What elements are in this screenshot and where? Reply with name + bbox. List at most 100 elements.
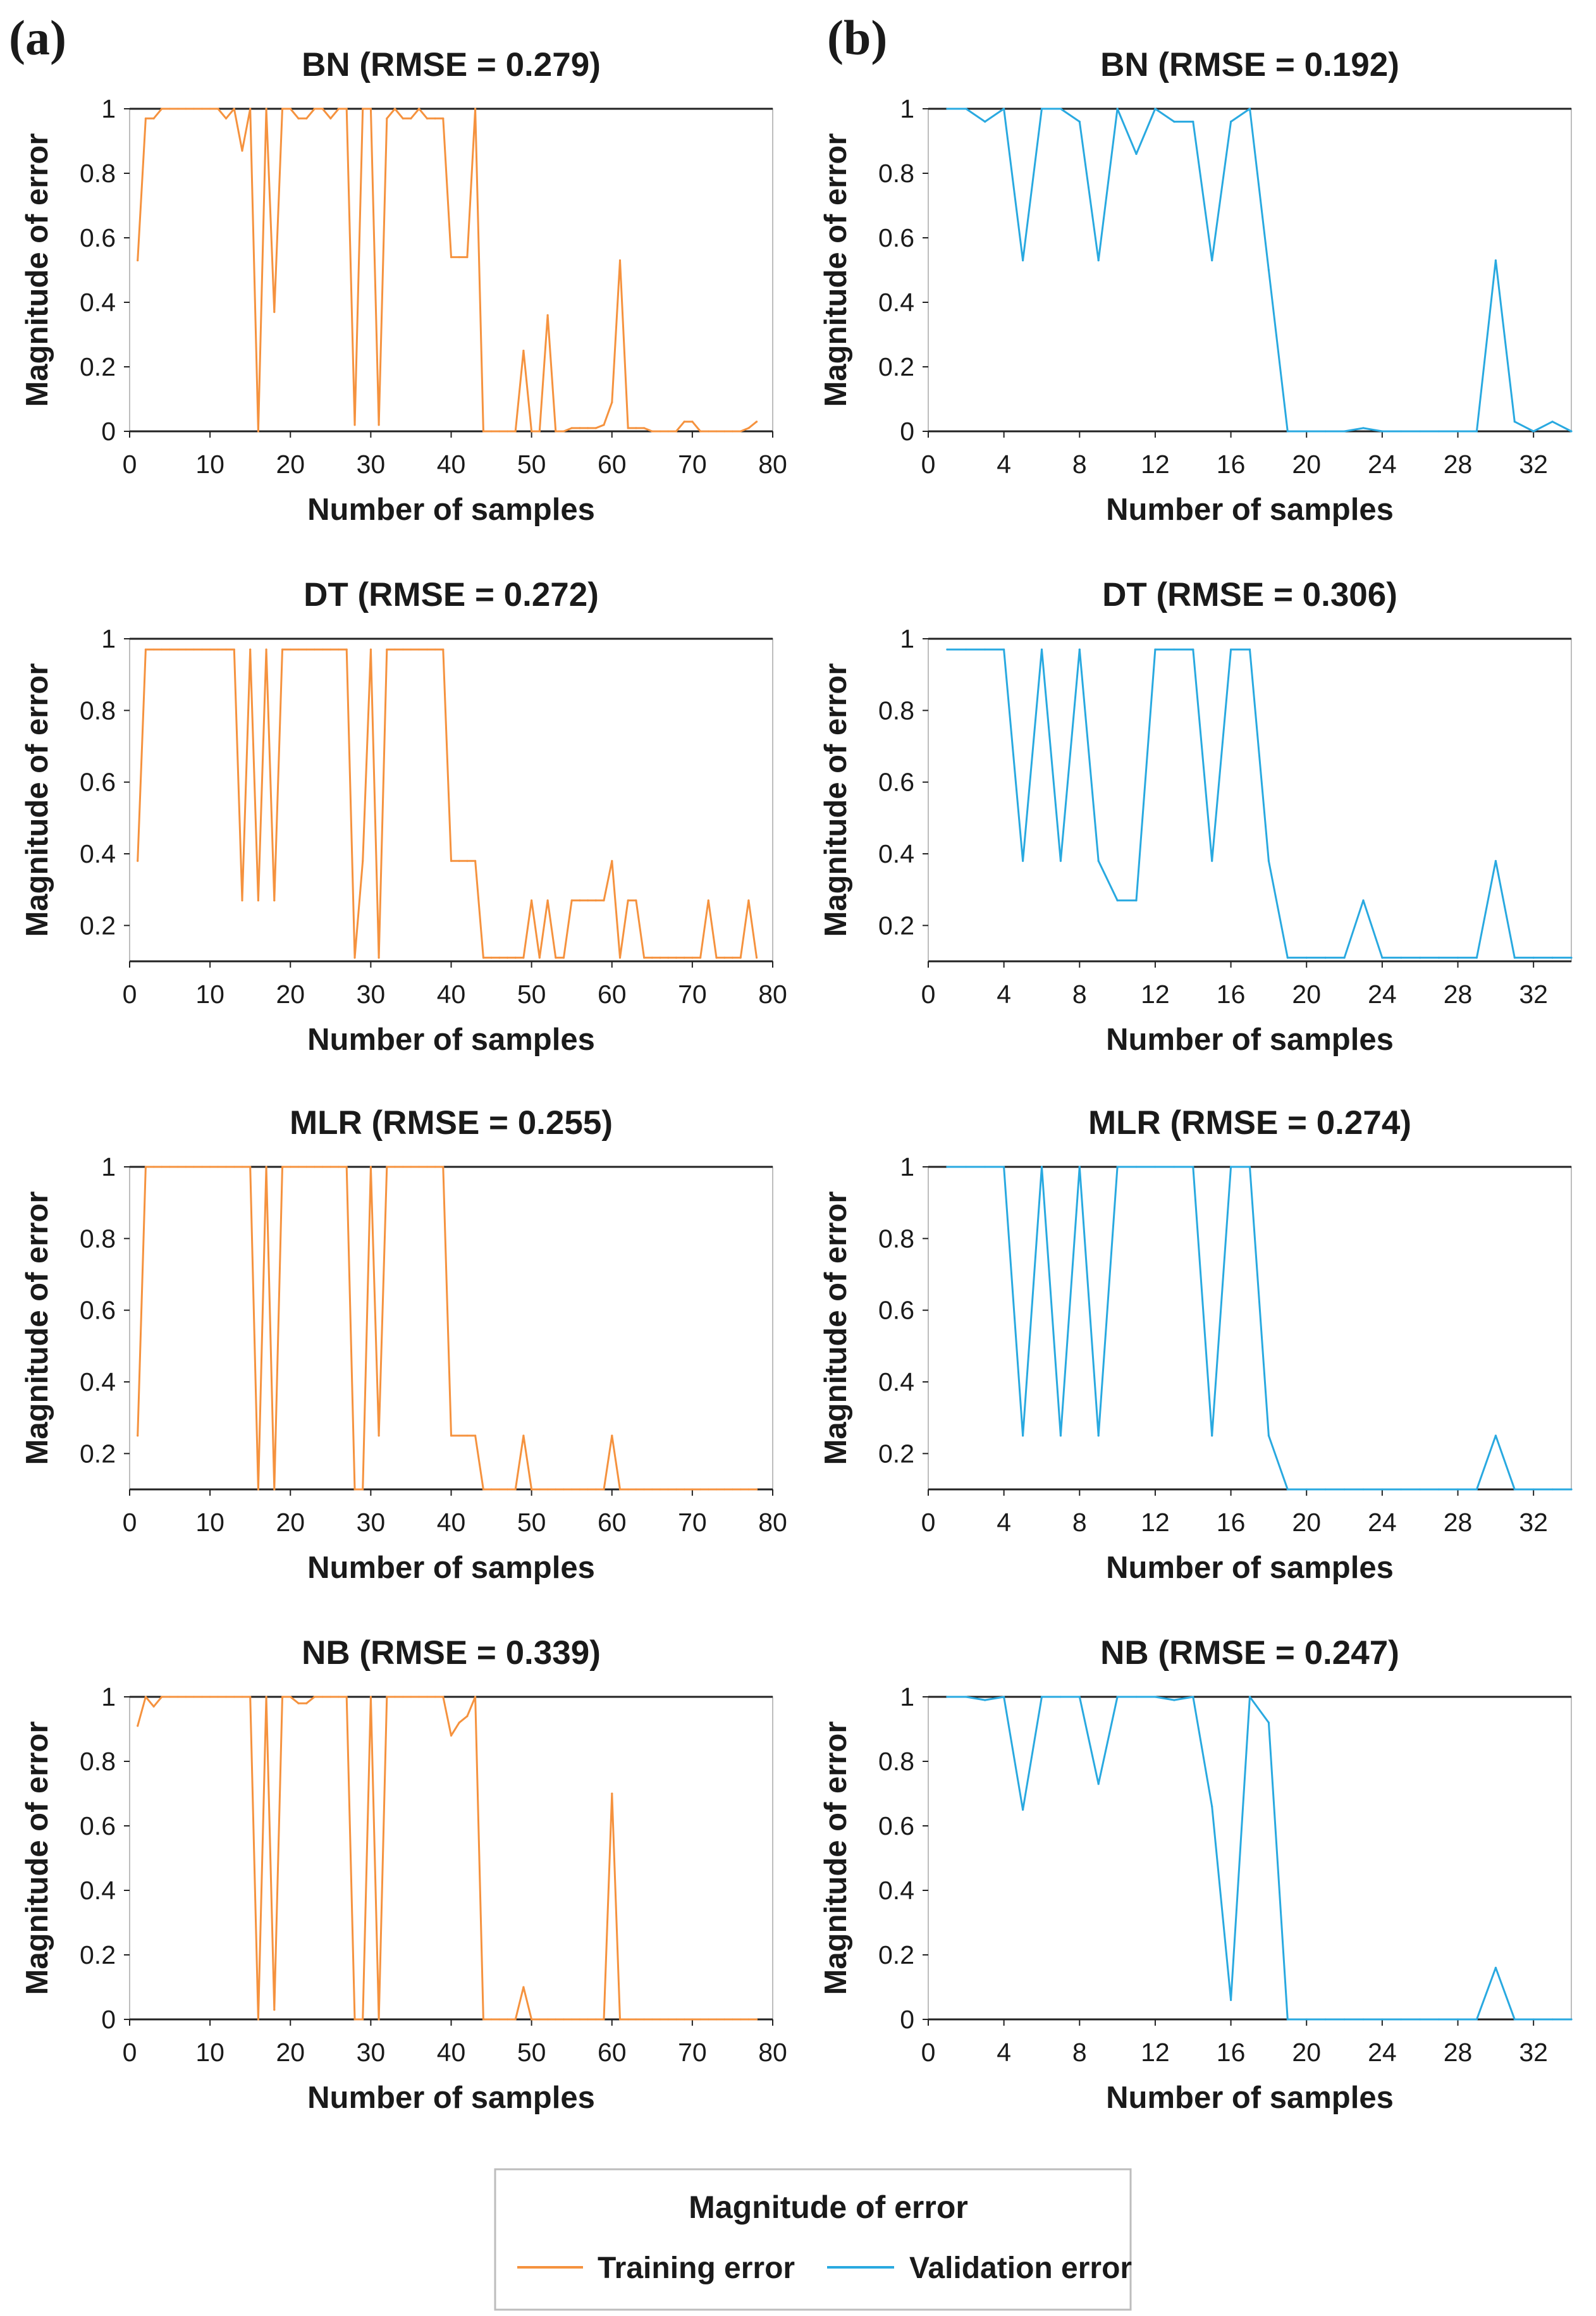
chart-b-1-data-point xyxy=(1211,859,1213,862)
chart-a-0-data-point xyxy=(739,430,742,433)
chart-a-1-data-point xyxy=(546,899,549,902)
chart-a-3-data-point xyxy=(185,1696,187,1698)
chart-a-2-data-point xyxy=(393,1166,396,1168)
chart-a-1-ytick-label: 0.2 xyxy=(80,911,116,940)
chart-a-3-data-point xyxy=(233,1696,235,1698)
chart-a-2-data-point xyxy=(466,1434,469,1437)
chart-b-2-data-point xyxy=(1078,1166,1081,1168)
chart-a-0-xtick-label: 60 xyxy=(598,450,627,479)
chart-a-2-data-point xyxy=(265,1166,267,1168)
chart-a-2-data-point xyxy=(531,1488,533,1491)
chart-a-3-data-point xyxy=(200,1696,203,1698)
chart-b-3-data-point xyxy=(1154,1696,1157,1698)
chart-b-0-ytick-label: 0 xyxy=(900,417,914,446)
chart-a-3-data-point xyxy=(450,1734,453,1737)
chart-b-0-data-point xyxy=(1400,430,1403,433)
chart-b-3-ytick-label: 0.4 xyxy=(878,1876,914,1905)
chart-b-3-data-point xyxy=(1400,2018,1403,2021)
chart-a-1-data-point xyxy=(739,956,742,959)
chart-b-2-data-point xyxy=(1173,1166,1176,1168)
chart-b-0-data-point xyxy=(1267,269,1270,271)
chart-a-1-data-point xyxy=(522,956,525,959)
chart-b-3-plot-frame xyxy=(928,1696,1572,2020)
chart-a-0-data-point xyxy=(257,430,259,433)
chart-b-3-xtick-label: 0 xyxy=(921,2038,936,2067)
chart-b-1-ytick-label: 1 xyxy=(900,624,914,653)
chart-b-1-data-point xyxy=(1286,956,1289,959)
chart-a-1-data-point xyxy=(289,648,292,651)
chart-b-3-data-point xyxy=(946,1696,948,1698)
chart-a-2-data-point xyxy=(514,1488,517,1491)
chart-b-3-data-point xyxy=(1003,1696,1005,1698)
chart-b-1-data-point xyxy=(1267,859,1270,862)
chart-a-2-data-point xyxy=(450,1434,453,1437)
chart-b-1-data-point xyxy=(1230,648,1232,651)
chart-a-1-data-point xyxy=(402,648,404,651)
chart-b-1-title: DT (RMSE = 0.306) xyxy=(1102,576,1397,613)
chart-a-3-data-point xyxy=(587,2018,589,2021)
chart-a-0-data-point xyxy=(579,427,581,429)
chart-a-2-data-point xyxy=(587,1488,589,1491)
chart-b-0-data-point xyxy=(1211,259,1213,262)
chart-a-3-data-point xyxy=(410,1696,412,1698)
chart-b-2-data-point xyxy=(1381,1488,1384,1491)
chart-a-0-data-point xyxy=(546,314,549,316)
chart-b-0-data-point xyxy=(1192,120,1194,123)
chart-a-1-data-point xyxy=(281,648,284,651)
chart-a-3-data-point xyxy=(466,1715,469,1718)
chart-b-2-ytick-label: 0.2 xyxy=(878,1439,914,1468)
chart-b-0-data-point xyxy=(1003,108,1005,110)
chart-a-3-data-point xyxy=(386,1696,388,1698)
panel-label-a: (a) xyxy=(9,10,66,65)
chart-b-2-data-point xyxy=(1400,1488,1403,1491)
chart-a-0-plot-frame xyxy=(129,108,773,432)
chart-a-1-xtick-label: 80 xyxy=(758,980,787,1009)
chart-a-0-ytick-label: 0.6 xyxy=(80,223,116,252)
chart-b-0-data-point xyxy=(1362,427,1365,429)
chart-a-2-data-point xyxy=(538,1488,541,1491)
chart-a-2: MLR (RMSE = 0.255)0.20.40.60.810 10 20 30 40… xyxy=(20,1104,787,1585)
chart-a-3-xtick-label: 20 xyxy=(276,2038,305,2067)
chart-a-0-data-point xyxy=(137,259,139,262)
chart-b-3-xtick-label: 20 xyxy=(1292,2038,1321,2067)
chart-a-2-data-point xyxy=(176,1166,179,1168)
chart-b-2-data-point xyxy=(1192,1166,1194,1168)
chart-a-3-data-point xyxy=(169,1696,171,1698)
chart-a-3-data-point xyxy=(313,1696,316,1698)
chart-a-1-data-point xyxy=(305,648,308,651)
chart-b-2-data-point xyxy=(1116,1166,1119,1168)
chart-b-0-data-point xyxy=(1116,108,1119,110)
chart-a-2-data-point xyxy=(217,1166,219,1168)
chart-b-2-xtick-label: 8 xyxy=(1072,1508,1087,1537)
chart-b-3-data-point xyxy=(1456,2018,1459,2021)
chart-a-2-x-axis-title: Number of samples xyxy=(307,1551,595,1585)
chart-a-0-data-point xyxy=(594,427,597,429)
chart-a-1-data-point xyxy=(378,956,380,959)
chart-b-0-data-point xyxy=(1248,108,1251,110)
chart-b-2-data-point xyxy=(965,1166,967,1168)
chart-b-2-data-point xyxy=(1324,1488,1327,1491)
chart-a-1-data-point xyxy=(659,956,661,959)
chart-a-2-data-point xyxy=(426,1166,429,1168)
chart-b-2-data-point xyxy=(1267,1434,1270,1437)
chart-b-3-data-point xyxy=(1230,1999,1232,2001)
chart-b-1-series-line xyxy=(947,648,1571,959)
chart-b-0-data-point xyxy=(946,108,948,110)
chart-b-2-data-point xyxy=(1003,1166,1005,1168)
chart-a-2-data-point xyxy=(273,1488,276,1491)
chart-b-3-xtick-label: 16 xyxy=(1217,2038,1246,2067)
chart-a-0-data-point xyxy=(691,421,694,423)
chart-b-0-x-axis-title: Number of samples xyxy=(1106,493,1394,527)
chart-a-1-data-point xyxy=(249,648,252,651)
chart-a-0-data-point xyxy=(161,108,163,110)
chart-a-2-data-point xyxy=(209,1166,211,1168)
chart-a-2-data-point xyxy=(378,1434,380,1437)
chart-b-1-ytick-label: 0.4 xyxy=(878,839,914,868)
chart-b-3-ytick-label: 0.6 xyxy=(878,1811,914,1840)
chart-b-0-data-point xyxy=(1135,152,1138,155)
chart-a-3-data-point xyxy=(747,2018,750,2021)
chart-a-1-data-point xyxy=(329,648,332,651)
chart-a-2-xtick-label: 20 xyxy=(276,1508,305,1537)
chart-a-2-ytick-label: 1 xyxy=(101,1152,116,1181)
